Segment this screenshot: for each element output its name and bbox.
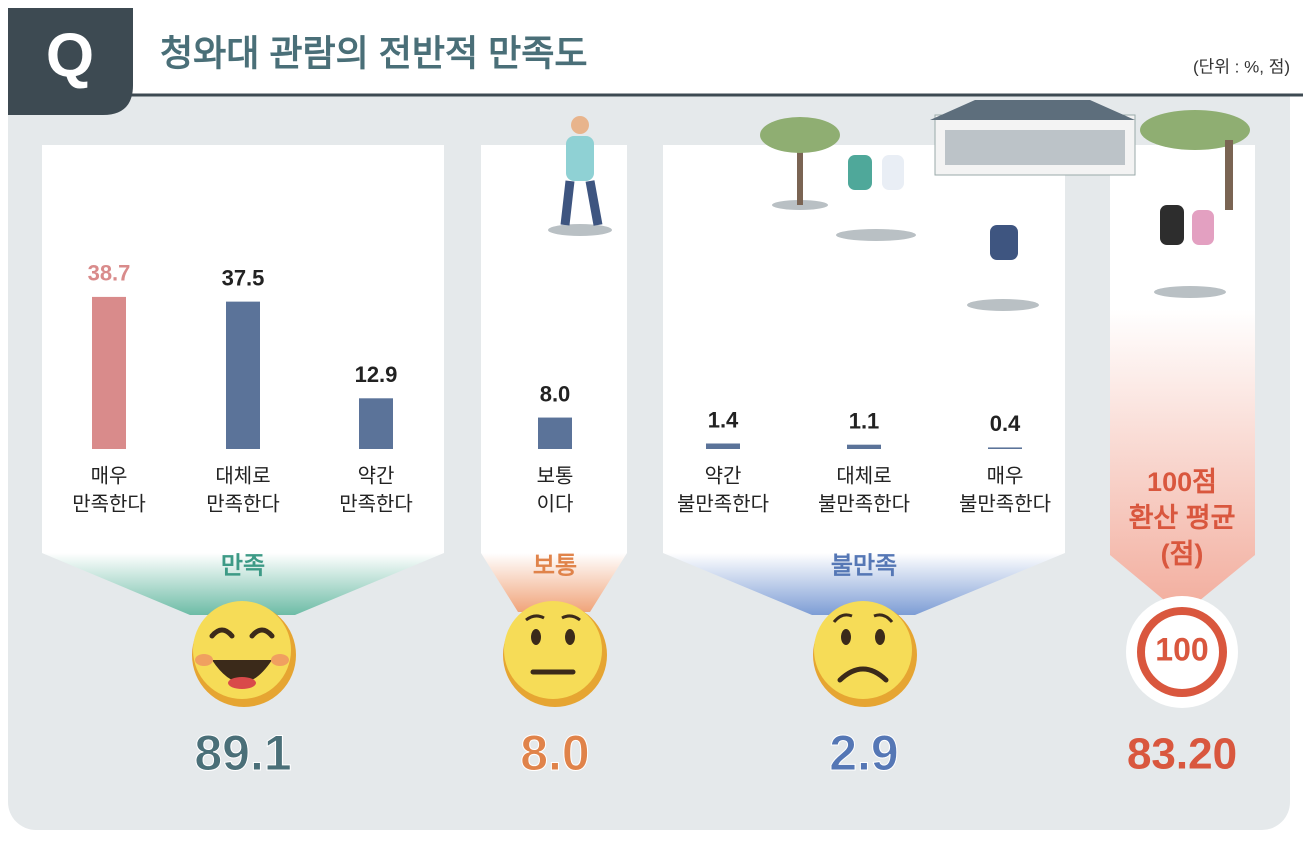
category-label: 이다 [537,492,574,515]
title: 청와대 관람의 전반적 만족도 [160,33,587,74]
spotlight [663,553,1065,615]
group-total: 8.0 [520,725,590,781]
group-name: 보통 [533,552,577,579]
bar [538,417,572,449]
average-panel [1110,145,1255,615]
category-label: 불만족한다 [818,492,910,515]
value-label: 8.0 [540,381,571,406]
value-label: 12.9 [355,362,398,387]
illustration [548,100,1250,311]
score-ring [1137,607,1227,697]
average-title: 100점 [1147,467,1217,497]
category-label: 매우 [91,464,128,487]
category-label: 대체로 [836,464,891,487]
bar [988,447,1022,449]
value-label: 38.7 [88,261,131,286]
group-name: 만족 [221,552,265,579]
category-label: 대체로 [215,464,270,487]
group-total: 89.1 [194,725,291,781]
category-label: 만족한다 [339,492,413,515]
bar [359,398,393,449]
spotlight [481,553,627,612]
group-panel [481,145,627,553]
spotlight [42,553,444,615]
group-panel [663,145,1065,553]
badge [8,8,133,115]
bar [226,301,260,449]
category-label: 만족한다 [72,492,146,515]
average-title: (점) [1161,539,1204,569]
average-score: 83.20 [1127,730,1237,779]
bar [847,444,881,449]
category-label: 매우 [987,464,1024,487]
badge-text: Q [46,21,94,90]
value-label: 1.4 [708,407,739,432]
value-label: 37.5 [222,265,265,290]
value-label: 1.1 [849,408,880,433]
category-label: 만족한다 [206,492,280,515]
category-label: 보통 [537,465,574,487]
category-label: 약간 [705,464,742,487]
average-title: 환산 평균 [1129,503,1236,533]
value-label: 0.4 [990,411,1021,436]
emoji-sad [813,601,917,707]
unit: (단위 : %, 점) [1193,57,1290,76]
emoji-happy [192,601,296,707]
bar [706,443,740,449]
category-label: 불만족한다 [677,492,769,515]
group-name: 불만족 [831,552,897,579]
group-total: 2.9 [829,725,899,781]
bar [92,296,126,449]
emoji-neutral [503,601,607,707]
score-scale: 100 [1155,631,1208,667]
category-label: 불만족한다 [959,492,1051,515]
category-label: 약간 [358,464,395,487]
